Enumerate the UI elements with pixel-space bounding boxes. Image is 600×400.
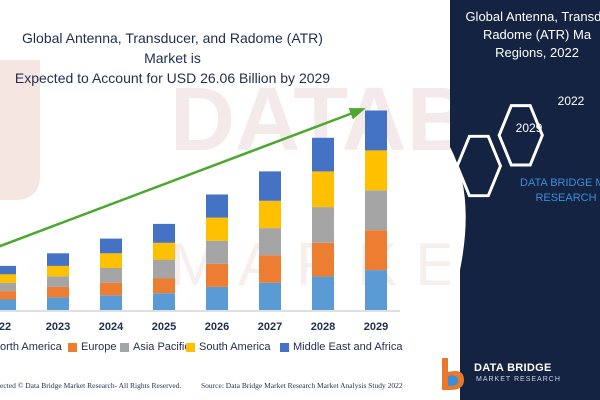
chart-title-line-1: Global Antenna, Transducer, and Radome (… xyxy=(22,30,323,66)
right-panel xyxy=(450,0,600,400)
bar-segment-22-4 xyxy=(0,265,16,275)
bars-group xyxy=(0,110,387,310)
trend-arrow-head xyxy=(348,108,366,120)
x-tick-label: 2027 xyxy=(258,321,282,333)
right-title-line-1: Global Antenna, Transdu xyxy=(465,9,600,24)
legend-label: orth America xyxy=(0,341,62,353)
bar-segment-2026-3 xyxy=(206,217,228,241)
right-watermark-line-2: RESEARCH xyxy=(535,192,597,204)
legend-item: orth America xyxy=(0,341,62,353)
bar-segment-22-1 xyxy=(0,291,16,300)
legend-label: Middle East and Africa xyxy=(293,341,403,353)
bar-segment-2029-4 xyxy=(365,110,387,151)
bar-segment-2027-2 xyxy=(259,228,281,256)
x-tick-label: 22 xyxy=(0,321,11,333)
bar-segment-2023-1 xyxy=(47,286,69,298)
bar-segment-2029-1 xyxy=(365,230,387,271)
bar-segment-22-3 xyxy=(0,274,16,283)
bar-segment-2027-1 xyxy=(259,255,281,283)
legend-item: South America xyxy=(186,341,271,353)
bar-segment-2025-2 xyxy=(153,259,175,279)
db-logo-shape-orange xyxy=(442,358,464,390)
db-logo-icon xyxy=(442,358,464,390)
hex-badge-2022-label: 2022 xyxy=(557,94,585,108)
bar-segment-2027-3 xyxy=(259,200,281,229)
hex-badge-2029-label: 2029 xyxy=(515,121,543,135)
bar-segment-2027-4 xyxy=(259,171,281,201)
bar-segment-22-2 xyxy=(0,282,16,292)
legend-swatch xyxy=(186,342,195,352)
x-tick-label: 2028 xyxy=(311,321,335,333)
legend-swatch xyxy=(120,342,129,352)
footer-copyright: ected © Data Bridge Market Research- All… xyxy=(0,381,182,390)
legend-swatch xyxy=(68,342,77,352)
bar-segment-2025-3 xyxy=(153,242,175,260)
bar-segment-2023-3 xyxy=(47,265,69,277)
bar-segment-2028-2 xyxy=(312,207,334,243)
bar-segment-2028-4 xyxy=(312,137,334,172)
bar-segment-2027-0 xyxy=(259,282,281,310)
bar-segment-2023-2 xyxy=(47,276,69,287)
hex-badge-2029-shape xyxy=(455,134,503,198)
bar-segment-2023-0 xyxy=(47,297,69,310)
bar-segment-2026-4 xyxy=(206,194,228,218)
x-tick-label: 2026 xyxy=(205,321,229,333)
legend-label: Europe xyxy=(81,341,117,353)
right-title-line-3: Regions, 2022 xyxy=(495,45,579,60)
footer-source: Source: Data Bridge Market Research Mark… xyxy=(201,381,403,390)
legend-label: South America xyxy=(199,341,271,353)
x-tick-label: 2023 xyxy=(46,321,70,333)
chart-legend: orth America Europe Asia Pacific South Amer… xyxy=(0,341,420,357)
x-tick-label: 2029 xyxy=(364,321,388,333)
bar-segment-2029-0 xyxy=(365,270,387,310)
bar-segment-2024-4 xyxy=(100,238,122,254)
bar-segment-2023-4 xyxy=(47,253,69,266)
bar-segment-2024-1 xyxy=(100,282,122,296)
right-panel-watermark: DATA BRIDGE MA RESEARCH xyxy=(496,176,600,206)
right-title-line-2: Radome (ATR) Ma xyxy=(482,27,592,42)
bar-segment-2026-1 xyxy=(206,263,228,287)
trend-arrow xyxy=(0,108,366,248)
bar-segment-2024-3 xyxy=(100,253,122,268)
right-panel-bg xyxy=(450,0,600,400)
stacked-bar-chart: 22 2023 2024 2025 2026 2027 2028 2029 xyxy=(0,108,400,333)
x-tick-labels: 22 2023 2024 2025 2026 2027 2028 2029 xyxy=(0,321,388,333)
bar-segment-2029-2 xyxy=(365,190,387,231)
chart-title-line-2: Expected to Account for USD 26.06 Billio… xyxy=(14,70,331,86)
trend-arrow-line xyxy=(0,108,363,248)
bar-segment-2024-2 xyxy=(100,268,122,283)
db-logo-shape-blue xyxy=(448,375,458,386)
bar-segment-2024-0 xyxy=(100,295,122,310)
x-tick-label: 2025 xyxy=(152,321,176,333)
bar-segment-2026-2 xyxy=(206,240,228,264)
right-panel-curve xyxy=(450,147,466,400)
bar-segment-2025-0 xyxy=(153,293,175,310)
bar-segment-2026-0 xyxy=(206,286,228,310)
bar-segment-2029-3 xyxy=(365,150,387,191)
hex-badge-2022-shape xyxy=(497,104,544,167)
legend-label: Asia Pacific xyxy=(133,341,190,353)
logo-tagline: MARKET RESEARCH xyxy=(476,376,561,383)
x-tick-label: 2024 xyxy=(99,321,124,333)
legend-item: Asia Pacific xyxy=(120,341,190,353)
legend-swatch xyxy=(280,342,289,352)
logo-name: DATA BRIDGE xyxy=(474,362,552,374)
bar-segment-2028-0 xyxy=(312,276,334,310)
bar-segment-22-0 xyxy=(0,299,16,310)
bar-segment-2028-1 xyxy=(312,242,334,277)
bar-segment-2028-3 xyxy=(312,171,334,208)
right-panel-title: Global Antenna, Transdu Radome (ATR) Ma … xyxy=(452,8,600,62)
chart-title: Global Antenna, Transducer, and Radome (… xyxy=(0,28,345,88)
bar-segment-2025-1 xyxy=(153,278,175,294)
right-watermark-line-1: DATA BRIDGE MA xyxy=(520,177,600,189)
legend-item: Europe xyxy=(68,341,116,353)
watermark-logo-shape xyxy=(0,60,40,200)
legend-item: Middle East and Africa xyxy=(280,341,402,353)
bar-segment-2025-4 xyxy=(153,223,175,243)
